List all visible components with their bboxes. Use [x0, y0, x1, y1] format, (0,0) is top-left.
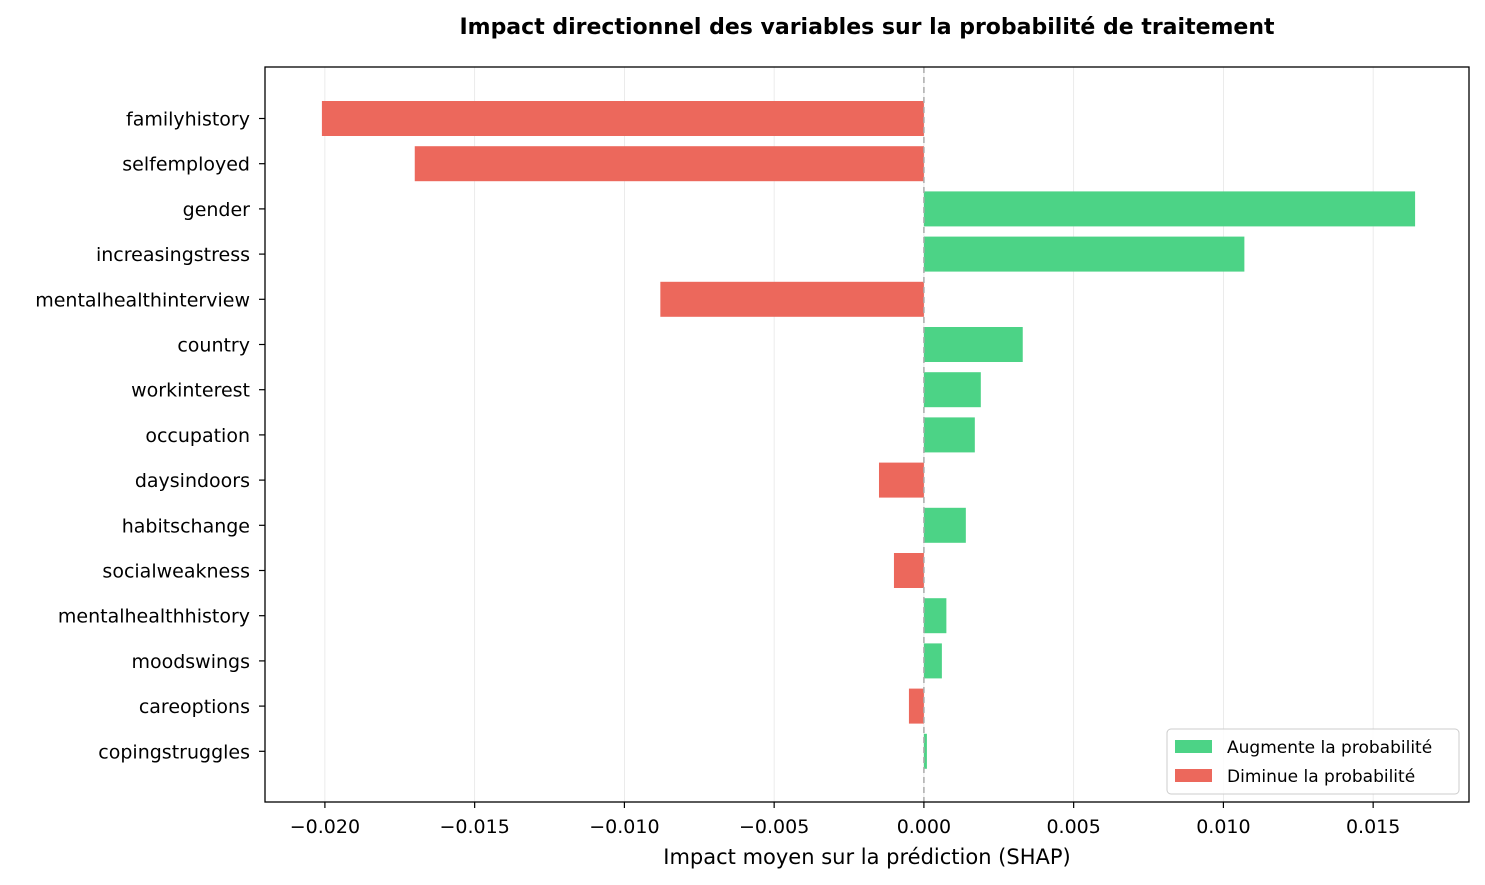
- y-tick-label-careoptions: careoptions: [139, 696, 250, 718]
- y-tick-label-increasingstress: increasingstress: [96, 244, 250, 266]
- x-tick-label: 0.015: [1346, 816, 1400, 838]
- bar-country: [923, 327, 1023, 362]
- bar-socialweakness: [893, 553, 924, 588]
- legend: Augmente la probabilité Diminue la proba…: [1166, 728, 1460, 795]
- legend-label-positive: Augmente la probabilité: [1227, 738, 1432, 758]
- y-tick-label-gender: gender: [183, 199, 251, 221]
- bar-daysindoors: [878, 462, 924, 498]
- y-tick-label-workinterest: workinterest: [131, 380, 250, 402]
- y-tick-label-mentalhealthhistory: mentalhealthhistory: [58, 606, 250, 628]
- y-tick-label-familyhistory: familyhistory: [126, 109, 250, 131]
- bar-workinterest: [923, 372, 981, 408]
- y-tick-label-selfemployed: selfemployed: [122, 154, 250, 176]
- y-tick-label-copingstruggles: copingstruggles: [98, 741, 250, 763]
- x-tick-label: 0.000: [897, 816, 951, 838]
- x-tick-label: −0.010: [589, 816, 659, 838]
- y-tick-label-mentalhealthinterview: mentalhealthinterview: [35, 289, 250, 311]
- y-axis: familyhistory selfemployed gender increasin…: [35, 109, 265, 763]
- y-tick-label-country: country: [177, 335, 250, 357]
- bar-mentalhealthinterview: [660, 281, 924, 317]
- legend-frame: [1166, 728, 1460, 795]
- y-tick-label-socialweakness: socialweakness: [102, 561, 250, 583]
- legend-swatch-negative: [1175, 769, 1212, 782]
- x-tick-label: −0.005: [739, 816, 809, 838]
- y-tick-label-daysindoors: daysindoors: [135, 470, 250, 492]
- bar-mentalhealthhistory: [923, 598, 947, 634]
- bar-copingstruggles: [923, 733, 927, 769]
- x-tick-label: 0.010: [1196, 816, 1250, 838]
- bar-familyhistory: [321, 101, 924, 136]
- y-tick-label-occupation: occupation: [145, 425, 250, 447]
- bar-increasingstress: [923, 236, 1245, 272]
- bar-moodswings: [923, 643, 942, 679]
- bar-selfemployed: [414, 146, 924, 182]
- legend-label-negative: Diminue la probabilité: [1227, 767, 1415, 787]
- bar-habitschange: [923, 507, 966, 543]
- x-axis: −0.020 −0.015 −0.010 −0.005 0.000 0.005 0.010 0…: [290, 802, 1400, 838]
- x-tick-label: −0.020: [290, 816, 360, 838]
- x-tick-label: 0.005: [1046, 816, 1100, 838]
- bar-gender: [923, 191, 1416, 227]
- y-tick-label-habitschange: habitschange: [122, 515, 250, 537]
- x-axis-label: Impact moyen sur la prédiction (SHAP): [663, 845, 1070, 869]
- bars-layer: [321, 101, 1416, 769]
- legend-swatch-positive: [1175, 740, 1212, 753]
- x-tick-label: −0.015: [439, 816, 509, 838]
- bar-occupation: [923, 417, 975, 453]
- bar-careoptions: [908, 688, 924, 724]
- chart-title: Impact directionnel des variables sur la…: [459, 15, 1275, 40]
- y-tick-label-moodswings: moodswings: [131, 651, 250, 673]
